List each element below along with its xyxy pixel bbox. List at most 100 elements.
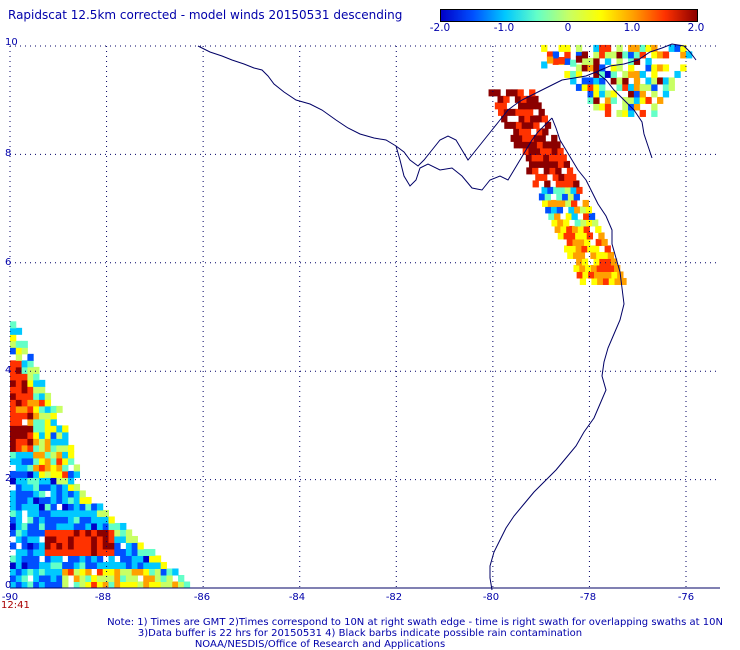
swath-cell (633, 103, 641, 111)
swath-cell (628, 70, 635, 78)
swath-cell (515, 108, 522, 116)
swath-cell (73, 490, 81, 498)
swath-cell (154, 574, 162, 582)
swath-cell (566, 238, 573, 246)
swath-cell (102, 516, 110, 524)
swath-cell (610, 77, 617, 85)
swath-cell (580, 232, 588, 240)
swath-cell (15, 555, 23, 563)
swath-cell (73, 574, 81, 582)
swath-cell (67, 529, 75, 537)
swath-cell (33, 568, 40, 576)
swath-cell (62, 509, 69, 517)
swath-cell (639, 83, 646, 91)
swath-cell (574, 219, 581, 227)
swath-cell (91, 509, 98, 517)
swath-cell (102, 535, 110, 543)
swath-cell (10, 405, 17, 413)
swath-cell (15, 574, 23, 582)
swath-cell (154, 581, 162, 589)
swath-cell (131, 535, 138, 543)
swath-cell (21, 548, 28, 556)
swath-cell (639, 51, 646, 59)
swath-cell (561, 180, 568, 188)
swath-cell (143, 581, 150, 589)
swath-cell (504, 121, 511, 129)
swath-cell (38, 496, 46, 504)
swath-cell (546, 160, 553, 168)
swath-cell (15, 366, 23, 374)
swath-cell (596, 251, 603, 259)
swath-cell (622, 77, 629, 85)
swath-cell (575, 83, 583, 91)
swath-cell (21, 405, 28, 413)
swath-cell (50, 581, 57, 589)
swath-cell (91, 503, 98, 511)
swath-cell (44, 509, 52, 517)
swath-cell (79, 568, 86, 576)
swath-cell (33, 431, 40, 439)
swath-cell (149, 581, 156, 589)
swath-cell (27, 555, 34, 563)
swath-cell (633, 57, 641, 65)
swath-cell (44, 496, 52, 504)
swath-cell (518, 115, 525, 123)
swath-cell (610, 51, 617, 59)
swath-cell (531, 141, 538, 149)
swath-cell (517, 89, 524, 97)
x-axis-label: -86 (193, 592, 211, 603)
swath-cell (50, 555, 57, 563)
swath-cell (662, 51, 670, 59)
swath-cell (44, 503, 52, 511)
swath-cell (593, 77, 600, 85)
swath-cell (85, 516, 92, 524)
swath-cell (628, 90, 635, 98)
swath-cell (522, 147, 529, 155)
swath-cell (494, 102, 502, 110)
swath-cell (33, 509, 40, 517)
swath-cell (67, 483, 75, 491)
swath-cell (651, 51, 658, 59)
x-axis-label: -84 (288, 592, 306, 603)
swath-cell (10, 373, 17, 381)
swath-cell (544, 180, 551, 188)
swath-cell (15, 464, 23, 472)
swath-cell (674, 44, 681, 52)
swath-cell (149, 568, 156, 576)
swath-cell (10, 516, 17, 524)
swath-cell (67, 542, 75, 550)
swath-cell (131, 542, 138, 550)
swath-cell (577, 225, 585, 233)
swath-cell (73, 470, 81, 478)
swath-cell (588, 271, 595, 279)
swath-cell (21, 379, 28, 387)
swath-cell (102, 509, 110, 517)
swath-cell (633, 83, 641, 91)
swath-cell (570, 59, 577, 67)
swath-cell (551, 134, 558, 142)
swath-cell (38, 561, 46, 569)
swath-cell (547, 199, 555, 207)
swath-cell (143, 574, 150, 582)
swath-cell (21, 431, 28, 439)
swath-cell (558, 173, 565, 181)
swath-cell (15, 503, 23, 511)
swath-cell (610, 90, 617, 98)
swath-cell (546, 51, 554, 59)
swath-cell (547, 186, 554, 194)
swath-cell (616, 83, 623, 91)
swath-cell (551, 219, 558, 227)
swath-cell (557, 219, 564, 227)
swath-cell (570, 186, 577, 194)
swath-cell (73, 568, 81, 576)
y-axis-label: 10 (5, 37, 18, 48)
swath-cell (554, 212, 561, 220)
swath-cell (15, 392, 23, 400)
swath-cell (575, 44, 583, 52)
swath-cell (21, 412, 28, 420)
swath-cell (125, 568, 133, 576)
swath-cell (10, 470, 17, 478)
swath-cell (27, 379, 34, 387)
swath-cell (587, 96, 594, 104)
swath-cell (596, 264, 603, 272)
